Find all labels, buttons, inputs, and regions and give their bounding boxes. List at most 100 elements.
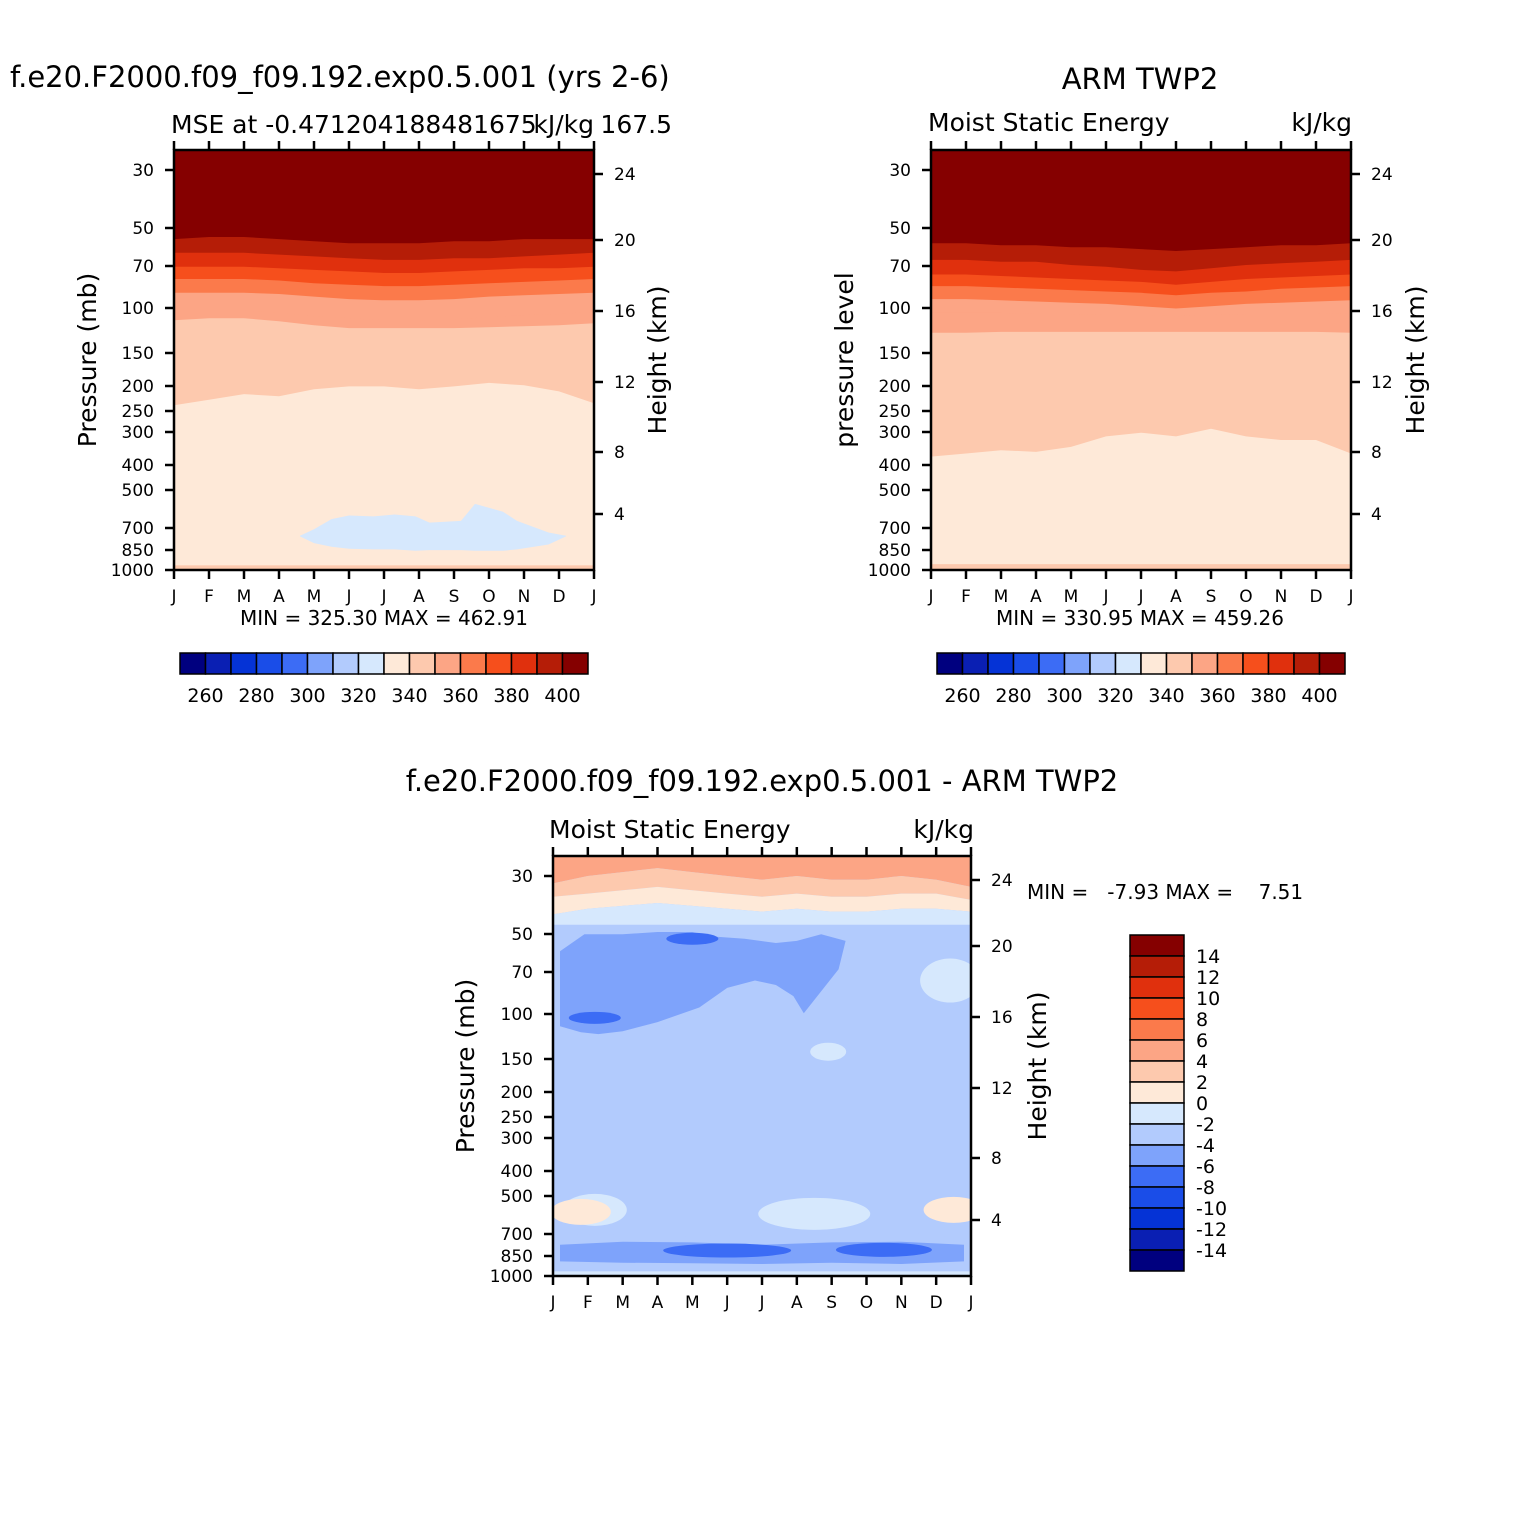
- x-tick-label: M: [1064, 587, 1079, 607]
- colorbar-box: [1318, 652, 1346, 675]
- diff-units: kJ/kg: [913, 815, 974, 844]
- y-tick-label: 500: [501, 1187, 533, 1207]
- model-ylabel-right: Height (km): [643, 286, 672, 435]
- colorbar-label: 8: [1196, 1009, 1208, 1031]
- y-right-tick-label: 12: [991, 1079, 1013, 1099]
- obs-colorbar: 260 280 300 320 340 360 380 400: [936, 652, 1346, 707]
- colorbar-box: [1129, 1186, 1185, 1209]
- y-right-tick-label: 12: [614, 373, 636, 393]
- y-right-tick-label: 24: [1371, 165, 1393, 185]
- contour-spot: [666, 932, 719, 945]
- x-tick-label: J: [967, 1293, 973, 1313]
- y-tick-label: 400: [879, 456, 911, 476]
- colorbar-label: 2: [1196, 1072, 1208, 1094]
- colorbar-box: [408, 652, 436, 675]
- x-tick-label: S: [1206, 587, 1217, 607]
- y-tick-label: 100: [501, 1005, 533, 1025]
- x-tick-label: N: [1275, 587, 1288, 607]
- contour-band-cap: [553, 856, 971, 864]
- colorbar-box: [281, 652, 309, 675]
- colorbar-label: 260: [187, 685, 223, 707]
- colorbar-label: -4: [1196, 1135, 1215, 1157]
- x-tick-label: O: [482, 587, 495, 607]
- diff-subtitle: Moist Static Energy: [549, 815, 791, 844]
- y-tick-label: 500: [122, 481, 154, 501]
- y-tick-label: 250: [501, 1108, 533, 1128]
- y-tick-label: 400: [122, 456, 154, 476]
- y-tick-label: 850: [122, 541, 154, 561]
- colorbar-label: 360: [1199, 685, 1235, 707]
- x-tick-label: O: [1239, 587, 1252, 607]
- contour-band-lower-deep: [663, 1243, 792, 1258]
- y-tick-label: 70: [132, 257, 154, 277]
- y-tick-label: 300: [501, 1129, 533, 1149]
- diff-ylabel: Pressure (mb): [451, 979, 480, 1153]
- obs-contour-plot: [931, 150, 1351, 570]
- x-tick-label: F: [961, 587, 971, 607]
- y-tick-label: 150: [122, 344, 154, 364]
- colorbar-label: 340: [1148, 685, 1184, 707]
- y-right-tick-label: 24: [991, 871, 1013, 891]
- x-tick-label: A: [1030, 587, 1042, 607]
- colorbar-box: [383, 652, 411, 675]
- y-tick-label: 400: [501, 1162, 533, 1182]
- colorbar-box: [1129, 1081, 1185, 1104]
- y-tick-label: 700: [879, 519, 911, 539]
- contour-band-upper: [553, 903, 971, 925]
- colorbar-box: [1129, 1144, 1185, 1167]
- x-tick-label: M: [237, 587, 252, 607]
- colorbar-box: [987, 652, 1015, 675]
- x-tick-label: J: [549, 1293, 555, 1313]
- colorbar-label: 360: [442, 685, 478, 707]
- contour-band: [931, 428, 1351, 570]
- obs-ylabel-right: Height (km): [1401, 286, 1430, 435]
- x-tick-label: A: [273, 587, 285, 607]
- y-tick-label: 150: [879, 344, 911, 364]
- colorbar-box: [1129, 1123, 1185, 1146]
- colorbar-box: [1129, 1018, 1185, 1041]
- x-tick-label: J: [1137, 587, 1143, 607]
- colorbar-label: 260: [944, 685, 980, 707]
- y-tick-label: 1000: [490, 1267, 533, 1287]
- contour-spot: [568, 1011, 621, 1024]
- y-right-tick-label: 16: [991, 1008, 1013, 1028]
- x-tick-label: A: [652, 1293, 664, 1313]
- colorbar-box: [434, 652, 462, 675]
- diff-ylabel-right: Height (km): [1023, 992, 1052, 1141]
- y-tick-label: 200: [879, 377, 911, 397]
- y-right-tick-label: 16: [1371, 302, 1393, 322]
- colorbar-label: 320: [340, 685, 376, 707]
- colorbar-box: [1129, 1228, 1185, 1251]
- x-tick-label: J: [345, 587, 351, 607]
- obs-ylabel: pressure level: [830, 272, 859, 447]
- colorbar-box: [1140, 652, 1168, 675]
- x-tick-label: A: [791, 1293, 803, 1313]
- x-tick-label: M: [685, 1293, 700, 1313]
- colorbar-box: [1293, 652, 1321, 675]
- diff-min-max: MIN = -7.93 MAX = 7.51: [1027, 880, 1303, 904]
- contour-band-lower-deep: [835, 1242, 932, 1257]
- x-tick-label: A: [413, 587, 425, 607]
- y-tick-label: 300: [879, 423, 911, 443]
- y-tick-label: 250: [879, 402, 911, 422]
- colorbar-label: -10: [1196, 1198, 1227, 1220]
- y-tick-label: 200: [501, 1083, 533, 1103]
- x-tick-label: J: [590, 587, 596, 607]
- x-tick-label: J: [1102, 587, 1108, 607]
- colorbar-box: [1216, 652, 1244, 675]
- colorbar-box: [459, 652, 487, 675]
- colorbar-box: [230, 652, 258, 675]
- x-tick-label: J: [927, 587, 933, 607]
- colorbar-box: [536, 652, 564, 675]
- y-right-tick-label: 12: [1371, 373, 1393, 393]
- colorbar-label: 0: [1196, 1093, 1208, 1115]
- model-panel: f.e20.F2000.f09_f09.192.exp0.5.001 (yrs …: [10, 60, 672, 707]
- colorbar-box: [255, 652, 283, 675]
- model-subtitle: MSE at -0.471204188481675: [171, 110, 537, 139]
- x-tick-label: A: [1170, 587, 1182, 607]
- contour-patch: [810, 1042, 847, 1061]
- y-tick-label: 200: [122, 377, 154, 397]
- x-tick-label: J: [724, 1293, 730, 1313]
